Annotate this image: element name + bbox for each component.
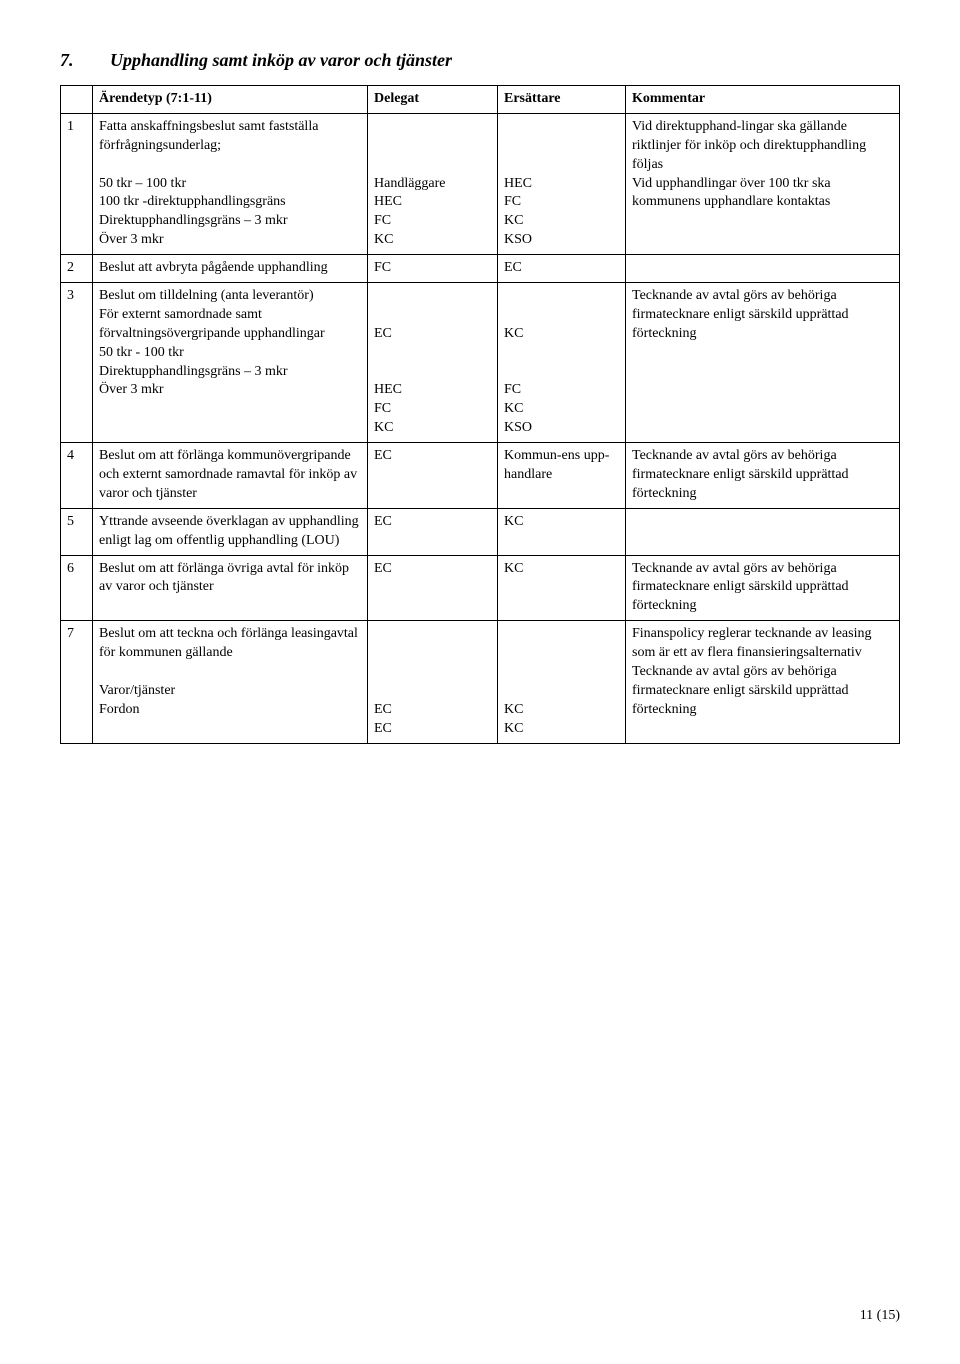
table-row: 7Beslut om att teckna och förlänga leasi…: [61, 621, 900, 743]
cell-delegat: EC: [368, 443, 498, 509]
cell-delegat: EC EC: [368, 621, 498, 743]
cell-kommentar: Vid direktupphand-lingar ska gällande ri…: [626, 113, 900, 254]
cell-arendetyp: Beslut att avbryta pågående upphandling: [93, 255, 368, 283]
col-arendetyp: Ärendetyp (7:1-11): [93, 86, 368, 114]
table-header-row: Ärendetyp (7:1-11) Delegat Ersättare Kom…: [61, 86, 900, 114]
cell-arendetyp: Beslut om tilldelning (anta leverantör) …: [93, 283, 368, 443]
table-row: 5Yttrande avseende överklagan av upphand…: [61, 508, 900, 555]
table-row: 2Beslut att avbryta pågående upphandling…: [61, 255, 900, 283]
row-number: 4: [61, 443, 93, 509]
cell-delegat: EC HEC FC KC: [368, 283, 498, 443]
cell-ersattare: KC KC: [498, 621, 626, 743]
delegation-table: Ärendetyp (7:1-11) Delegat Ersättare Kom…: [60, 85, 900, 744]
page-number: 11 (15): [860, 1308, 900, 1324]
col-ersattare: Ersättare: [498, 86, 626, 114]
cell-delegat: EC: [368, 555, 498, 621]
col-delegat: Delegat: [368, 86, 498, 114]
cell-kommentar: [626, 255, 900, 283]
cell-kommentar: Tecknande av avtal görs av behöriga firm…: [626, 443, 900, 509]
cell-kommentar: Finanspolicy reglerar tecknande av leasi…: [626, 621, 900, 743]
cell-arendetyp: Yttrande avseende överklagan av upphandl…: [93, 508, 368, 555]
row-number: 1: [61, 113, 93, 254]
cell-kommentar: [626, 508, 900, 555]
row-number: 6: [61, 555, 93, 621]
row-number: 5: [61, 508, 93, 555]
cell-delegat: Handläggare HEC FC KC: [368, 113, 498, 254]
cell-ersattare: KC: [498, 508, 626, 555]
section-heading: 7. Upphandling samt inköp av varor och t…: [60, 50, 900, 71]
table-row: 4Beslut om att förlänga kommunövergripan…: [61, 443, 900, 509]
cell-delegat: FC: [368, 255, 498, 283]
cell-delegat: EC: [368, 508, 498, 555]
section-title: Upphandling samt inköp av varor och tjän…: [110, 50, 452, 71]
cell-kommentar: Tecknande av avtal görs av behöriga firm…: [626, 555, 900, 621]
table-row: 3Beslut om tilldelning (anta leverantör)…: [61, 283, 900, 443]
col-kommentar: Kommentar: [626, 86, 900, 114]
col-num-blank: [61, 86, 93, 114]
section-number: 7.: [60, 50, 110, 71]
cell-arendetyp: Beslut om att förlänga kommunövergripand…: [93, 443, 368, 509]
cell-arendetyp: Fatta anskaffningsbeslut samt fastställa…: [93, 113, 368, 254]
cell-arendetyp: Beslut om att förlänga övriga avtal för …: [93, 555, 368, 621]
cell-ersattare: KC: [498, 555, 626, 621]
cell-ersattare: HEC FC KC KSO: [498, 113, 626, 254]
cell-ersattare: KC FC KC KSO: [498, 283, 626, 443]
cell-ersattare: EC: [498, 255, 626, 283]
table-row: 6Beslut om att förlänga övriga avtal för…: [61, 555, 900, 621]
row-number: 3: [61, 283, 93, 443]
table-row: 1Fatta anskaffningsbeslut samt fastställ…: [61, 113, 900, 254]
row-number: 2: [61, 255, 93, 283]
cell-ersattare: Kommun-ens upp-handlare: [498, 443, 626, 509]
cell-kommentar: Tecknande av avtal görs av behöriga firm…: [626, 283, 900, 443]
row-number: 7: [61, 621, 93, 743]
cell-arendetyp: Beslut om att teckna och förlänga leasin…: [93, 621, 368, 743]
